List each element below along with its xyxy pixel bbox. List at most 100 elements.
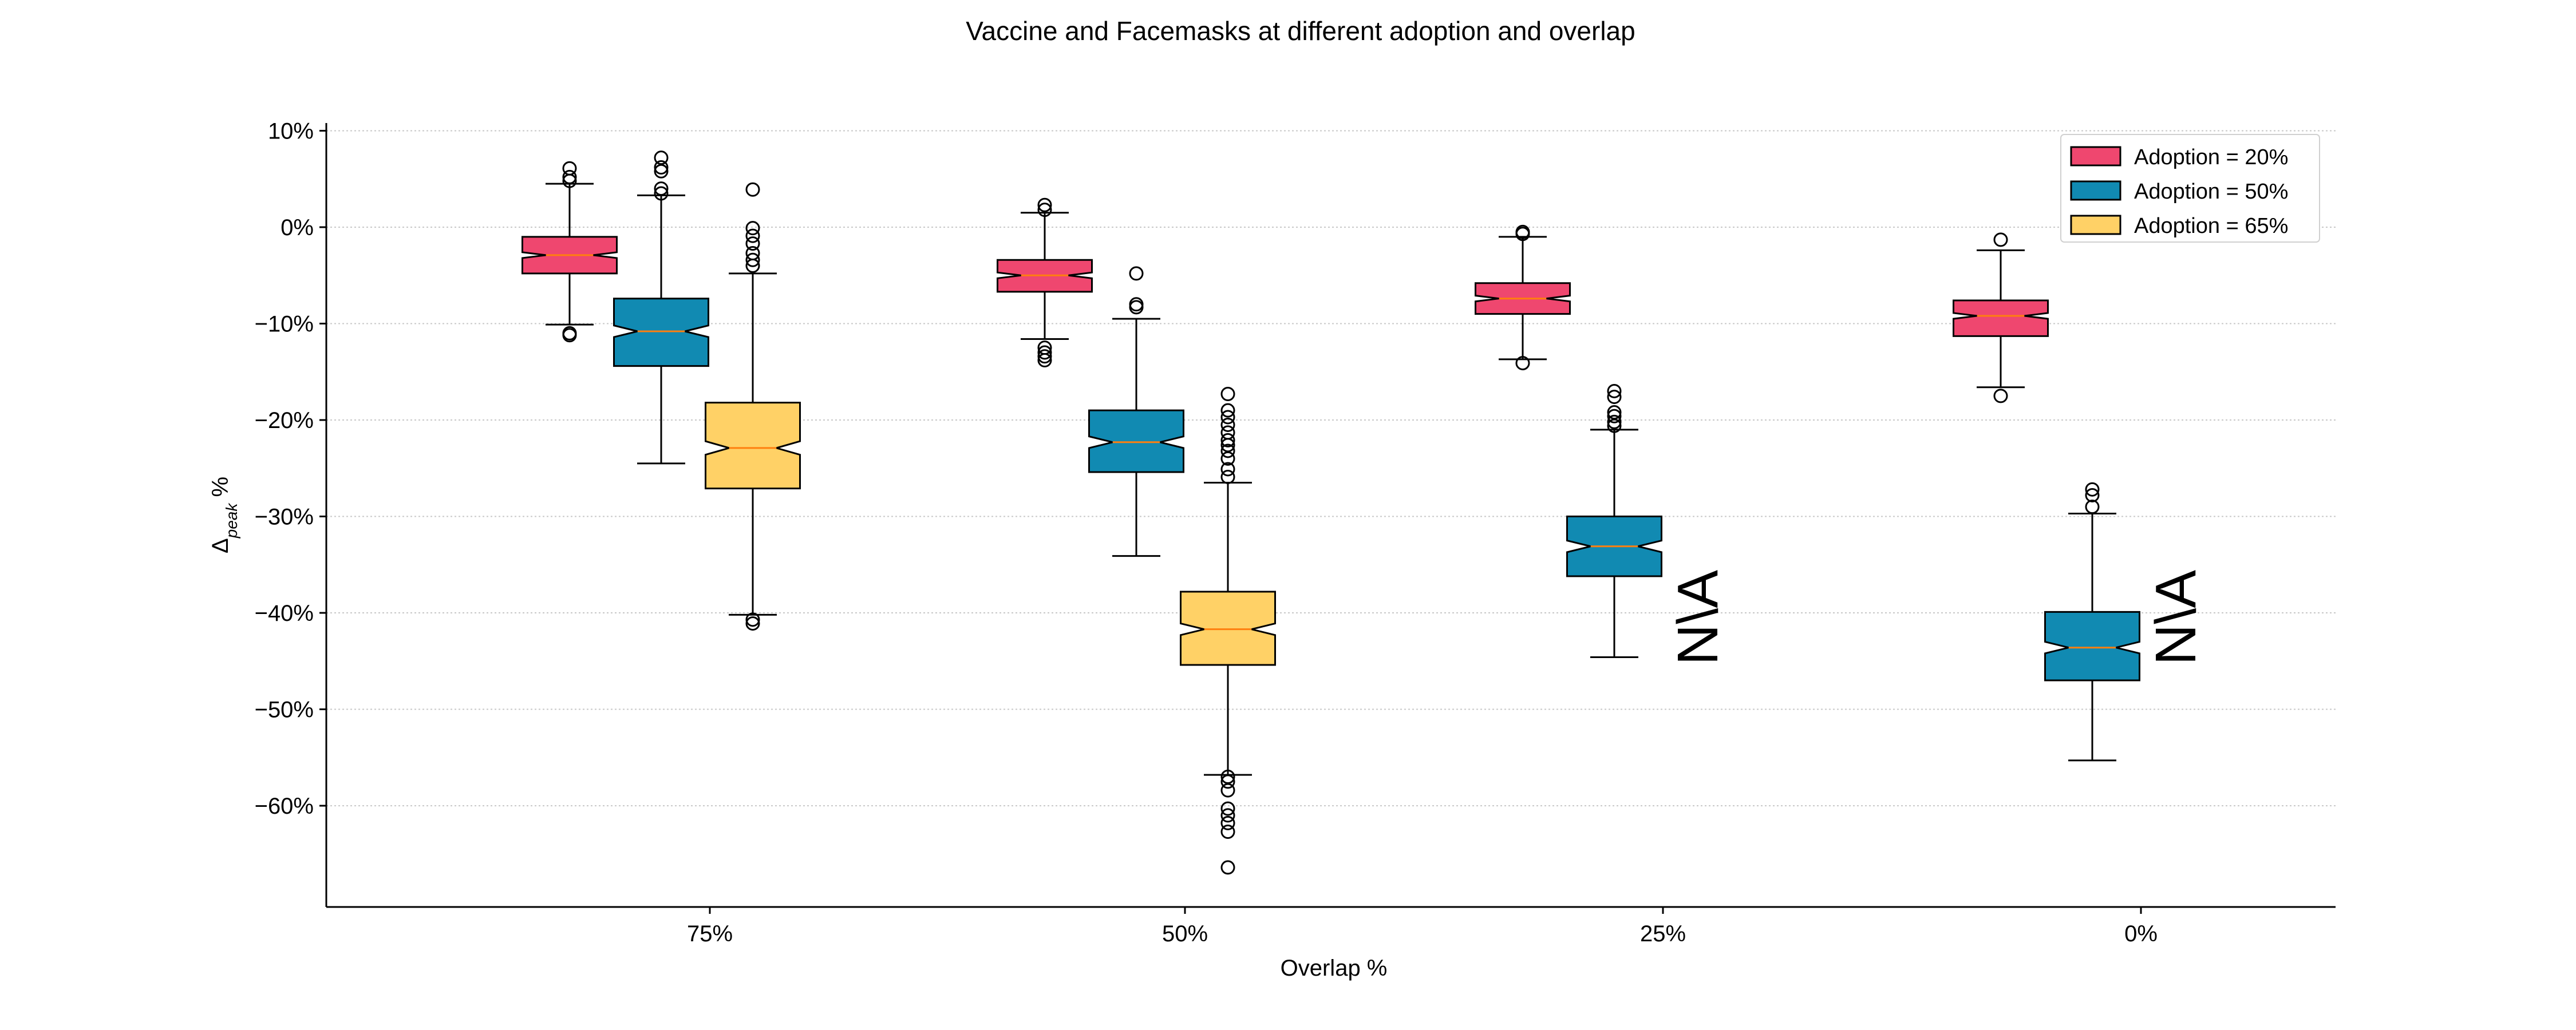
box-50-50 — [1088, 266, 1184, 557]
outlier-point — [1220, 462, 1235, 477]
outlier-point — [2085, 488, 2100, 502]
legend-swatch — [2070, 180, 2121, 201]
outlier-point — [1607, 390, 1622, 405]
outlier-point — [1037, 340, 1052, 355]
box-body — [2044, 611, 2140, 682]
outlier-point — [1037, 345, 1052, 360]
outlier-point — [654, 160, 669, 175]
outlier-point — [1220, 774, 1235, 789]
outlier-point — [1037, 197, 1052, 212]
grid-lines — [326, 130, 2336, 807]
y-tick-label: −60% — [255, 794, 314, 819]
y-axis-label-base: Δ — [208, 538, 233, 553]
box-20-25 — [1475, 224, 1571, 371]
box-body — [1180, 591, 1276, 666]
outlier-point — [1220, 808, 1235, 823]
outlier-point — [1220, 425, 1235, 440]
x-tick-label: 75% — [687, 921, 733, 946]
legend-swatch — [2070, 215, 2121, 235]
outlier-point — [1129, 297, 1144, 312]
outlier-point — [745, 252, 760, 267]
box-50-75 — [613, 150, 709, 465]
outlier-point — [1037, 349, 1052, 364]
outlier-point — [2085, 500, 2100, 514]
outlier-point — [1220, 860, 1235, 875]
box-body — [1088, 409, 1184, 473]
legend: Adoption = 20% Adoption = 50% Adoption = 6… — [2060, 134, 2320, 243]
outlier-point — [1037, 203, 1052, 217]
box-body — [705, 402, 801, 490]
outlier-point — [562, 326, 577, 340]
legend-label: Adoption = 65% — [2134, 214, 2288, 238]
box-65-75 — [705, 182, 801, 631]
outlier-point — [1607, 418, 1622, 433]
y-tick-label: −20% — [255, 408, 314, 433]
chart-title: Vaccine and Facemasks at different adopt… — [966, 16, 1635, 46]
outlier-point — [1220, 469, 1235, 484]
outlier-point — [745, 612, 760, 627]
outlier-point — [1220, 815, 1235, 830]
x-tick-label: 25% — [1640, 921, 1686, 946]
na-label: N\A — [2144, 570, 2208, 665]
outlier-point — [562, 169, 577, 184]
outlier-point — [745, 616, 760, 631]
outlier-point — [1129, 300, 1144, 315]
y-tick-label: 10% — [268, 118, 314, 144]
legend-label: Adoption = 20% — [2134, 145, 2288, 169]
y-tick-label: −30% — [255, 505, 314, 530]
outlier-point — [1220, 387, 1235, 402]
outlier-point — [745, 221, 760, 236]
box-20-0 — [1953, 232, 2049, 403]
outlier-point — [1607, 405, 1622, 420]
outlier-point — [1220, 825, 1235, 839]
outlier-point — [1129, 266, 1144, 281]
y-tick-label: −40% — [255, 601, 314, 626]
y-tick-label: −50% — [255, 698, 314, 723]
outlier-point — [654, 186, 669, 201]
y-tick-label: −10% — [255, 312, 314, 337]
outlier-point — [1220, 783, 1235, 798]
x-tick-label: 0% — [2124, 921, 2158, 946]
outlier-point — [1220, 443, 1235, 458]
y-tick-label: 0% — [280, 215, 314, 240]
legend-label: Adoption = 50% — [2134, 180, 2288, 204]
axes: 10% 0% −10% −20% −30% −40% −50% −60% 75% 50% 25% 0% — [255, 118, 2336, 946]
y-axis-label: Δpeak % — [208, 477, 240, 553]
outlier-point — [1220, 801, 1235, 816]
box-65-50 — [1180, 387, 1276, 875]
outlier-point — [654, 164, 669, 179]
legend-swatch — [2070, 146, 2121, 167]
y-axis-label-subscript: peak — [223, 502, 240, 539]
outlier-point — [1993, 232, 2008, 247]
outlier-point — [654, 181, 669, 196]
outlier-point — [1220, 410, 1235, 425]
outlier-point — [1607, 414, 1622, 429]
outlier-point — [1993, 389, 2008, 403]
box-20-75 — [521, 161, 618, 343]
box-50-0 — [2044, 482, 2140, 762]
outlier-point — [1220, 770, 1235, 785]
box-50-25 — [1566, 383, 1662, 659]
outlier-point — [1515, 224, 1530, 239]
outlier-point — [745, 236, 760, 251]
outlier-point — [1220, 433, 1235, 447]
outlier-point — [1607, 409, 1622, 423]
box-20-50 — [997, 197, 1093, 368]
outlier-point — [1515, 356, 1530, 371]
na-label: N\A — [1666, 570, 1730, 665]
outlier-point — [1607, 383, 1622, 398]
box-plots: N\A N\A — [521, 150, 2208, 875]
outlier-point — [654, 150, 669, 165]
outlier-point — [1220, 403, 1235, 418]
outlier-point — [562, 161, 577, 176]
box-body — [1953, 299, 2049, 337]
outlier-point — [1220, 417, 1235, 432]
box-body — [613, 298, 709, 367]
outlier-point — [1220, 451, 1235, 466]
y-axis-label-suffix: % — [208, 477, 233, 504]
outlier-point — [745, 228, 760, 243]
x-tick-label: 50% — [1162, 921, 1208, 946]
outlier-point — [745, 182, 760, 197]
legend-frame — [2060, 134, 2320, 243]
